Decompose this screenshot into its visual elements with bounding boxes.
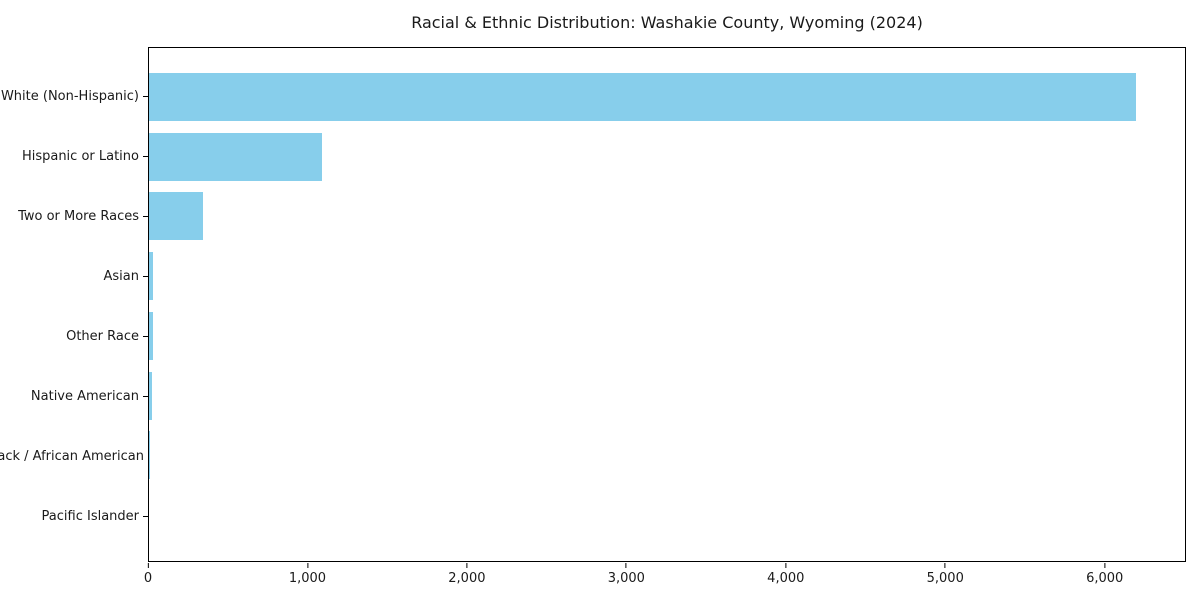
bar-asian xyxy=(149,252,154,301)
x-tick-label: 6,000 xyxy=(1086,571,1124,586)
x-tick-4000: 4,000 xyxy=(767,563,804,586)
x-tick-mark xyxy=(147,563,149,568)
y-label-black-african-american: Black / African American xyxy=(0,448,144,464)
x-tick-1000: 1,000 xyxy=(289,563,326,586)
y-label-pacific-islander: Pacific Islander xyxy=(41,508,139,524)
y-label-white-non-hispanic: White (Non-Hispanic) xyxy=(0,88,139,104)
bar-row-asian xyxy=(149,246,1185,306)
y-tick-mark xyxy=(143,335,148,337)
chart-title: Racial & Ethnic Distribution: Washakie C… xyxy=(411,13,923,32)
bar-row-white-non-hispanic xyxy=(149,67,1185,127)
y-label-row-black-african-american: Black / African American xyxy=(0,426,148,486)
bar-white-non-hispanic xyxy=(149,72,1136,121)
y-label-row-hispanic-or-latino: Hispanic or Latino xyxy=(0,126,148,186)
y-label-row-pacific-islander: Pacific Islander xyxy=(0,486,148,546)
bar-row-other-race xyxy=(149,306,1185,366)
y-tick-mark xyxy=(143,395,148,397)
x-tick-label: 2,000 xyxy=(448,571,486,586)
bar-rows-container xyxy=(149,48,1185,561)
x-tick-6000: 6,000 xyxy=(1086,563,1123,586)
x-tick-label: 4,000 xyxy=(767,571,805,586)
y-label-other-race: Other Race xyxy=(66,328,139,344)
bar-other-race xyxy=(149,311,153,360)
bar-native-american xyxy=(149,371,153,420)
x-tick-0: 0 xyxy=(144,563,152,586)
y-label-row-two-or-more-races: Two or More Races xyxy=(0,186,148,246)
y-label-row-other-race: Other Race xyxy=(0,306,148,366)
y-tick-mark xyxy=(143,515,148,517)
bar-row-pacific-islander xyxy=(149,485,1185,545)
x-tick-label: 0 xyxy=(143,571,153,586)
x-tick-2000: 2,000 xyxy=(448,563,486,586)
x-axis: 0 1,000 2,000 3,000 4,000 5,000 6,000 xyxy=(144,563,1186,593)
x-tick-mark xyxy=(944,563,946,568)
y-tick-mark xyxy=(143,95,148,97)
y-label-row-native-american: Native American xyxy=(0,366,148,426)
y-label-row-white-non-hispanic: White (Non-Hispanic) xyxy=(0,66,148,126)
bar-black-african-american xyxy=(149,431,150,480)
x-tick-label: 5,000 xyxy=(926,571,964,586)
x-tick-mark xyxy=(785,563,787,568)
bar-row-hispanic-or-latino xyxy=(149,127,1185,187)
y-tick-mark xyxy=(143,275,148,277)
bar-two-or-more-races xyxy=(149,192,204,241)
y-label-native-american: Native American xyxy=(30,388,139,404)
x-tick-mark xyxy=(625,563,627,568)
bar-hispanic-or-latino xyxy=(149,132,322,181)
x-tick-mark xyxy=(466,563,468,568)
x-tick-3000: 3,000 xyxy=(608,563,645,586)
y-tick-mark xyxy=(143,155,148,157)
bar-row-two-or-more-races xyxy=(149,187,1185,247)
x-tick-mark xyxy=(1104,563,1106,568)
bar-row-black-african-american xyxy=(149,426,1185,486)
y-axis-labels: White (Non-Hispanic) Hispanic or Latino Tw… xyxy=(0,47,148,562)
x-tick-label: 3,000 xyxy=(607,571,645,586)
plot-area xyxy=(148,47,1186,562)
y-label-row-asian: Asian xyxy=(0,246,148,306)
y-label-hispanic-or-latino: Hispanic or Latino xyxy=(21,148,139,164)
y-tick-mark xyxy=(143,215,148,217)
y-label-two-or-more-races: Two or More Races xyxy=(18,208,139,224)
x-tick-5000: 5,000 xyxy=(927,563,964,586)
y-label-asian: Asian xyxy=(103,268,139,284)
x-tick-label: 1,000 xyxy=(288,571,327,586)
bar-row-native-american xyxy=(149,366,1185,426)
x-tick-mark xyxy=(306,563,308,568)
